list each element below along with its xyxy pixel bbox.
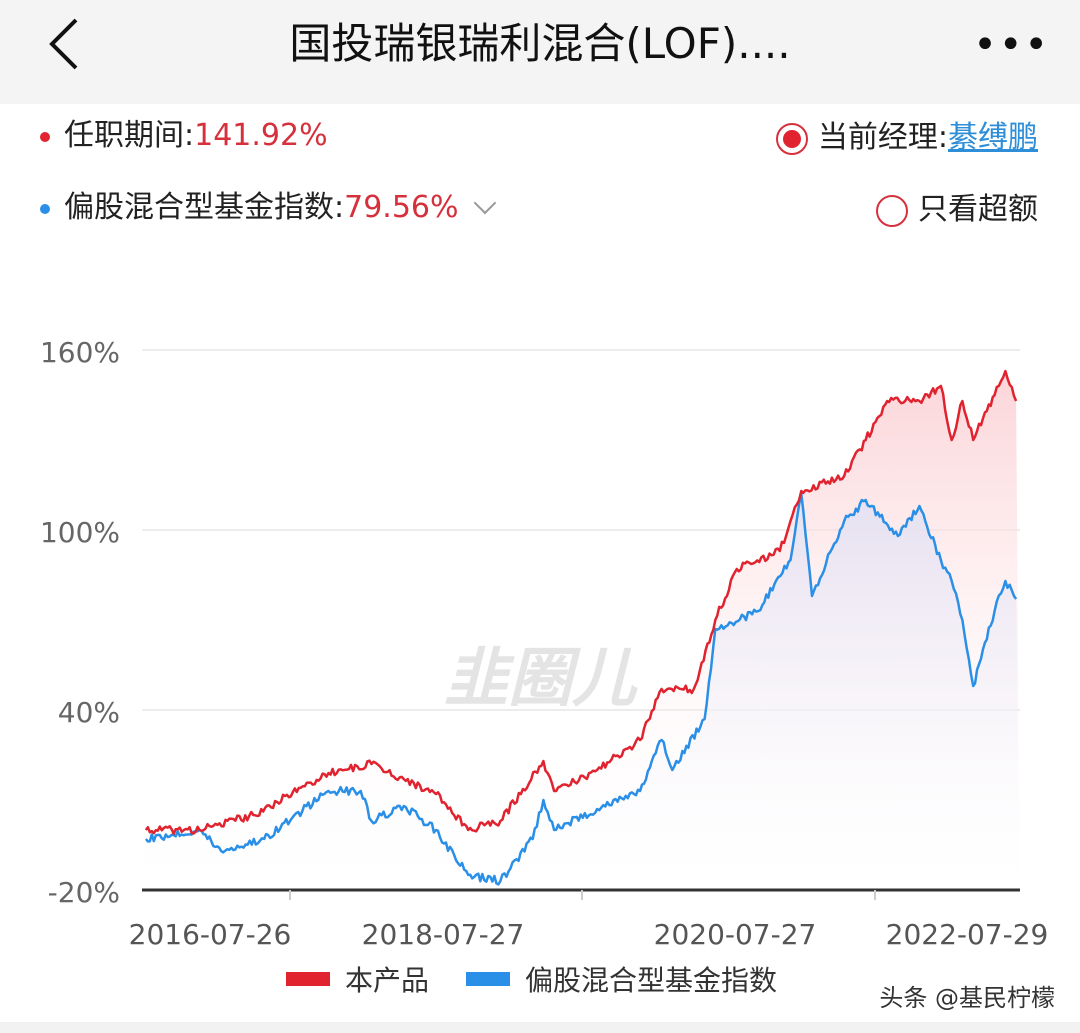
excess-only-label: 只看超额 [918,192,1038,227]
series-line-index [144,492,1018,886]
more-dots-icon[interactable]: ••• [973,22,1050,68]
tenure-value: 141.92% [194,118,328,153]
excess-only-option[interactable]: 只看超额 [876,190,1038,230]
top-bar: 国投瑞银瑞利混合(LOF).... ••• [0,0,1080,104]
chevron-left-icon[interactable] [40,14,100,74]
watermark: 韭圈儿 [444,642,638,716]
y-tick-label: 160% [40,336,120,369]
manager-link[interactable]: 綦缚鹏 [948,120,1038,155]
current-manager: 当前经理:綦缚鹏 [775,118,1038,158]
x-tick-label: 2018-07-27 [362,918,525,951]
tenure-return: 任职期间:141.92% [40,116,328,156]
tenure-label: 任职期间: [64,118,195,153]
y-tick-label: 100% [40,516,120,549]
index-dot-icon [40,203,50,214]
index-value: 79.56% [344,190,459,225]
x-tick-label: 2022-07-29 [886,918,1049,951]
manager-radio[interactable] [775,122,808,155]
legend-swatch-index [466,972,510,986]
x-tick-label: 2016-07-26 [129,918,292,951]
product-dot-icon [40,131,50,142]
series-line-product [144,369,1018,835]
index-label: 偏股混合型基金指数: [64,190,345,225]
series-area-index [142,494,1020,890]
page-title: 国投瑞银瑞利混合(LOF).... [289,19,791,68]
legend-label-product[interactable]: 本产品 [345,964,429,997]
y-tick-label: -20% [48,876,120,909]
legend-label-index[interactable]: 偏股混合型基金指数 [525,964,777,997]
attribution: 头条 @基民柠檬 [879,984,1055,1012]
y-tick-label: 40% [58,696,120,729]
bottom-bar [0,1022,1080,1033]
x-tick-label: 2020-07-27 [654,918,817,951]
legend-swatch-product [286,972,330,986]
index-return: 偏股混合型基金指数:79.56% [40,188,496,228]
manager-label: 当前经理: [817,120,948,155]
excess-radio[interactable] [876,194,908,227]
